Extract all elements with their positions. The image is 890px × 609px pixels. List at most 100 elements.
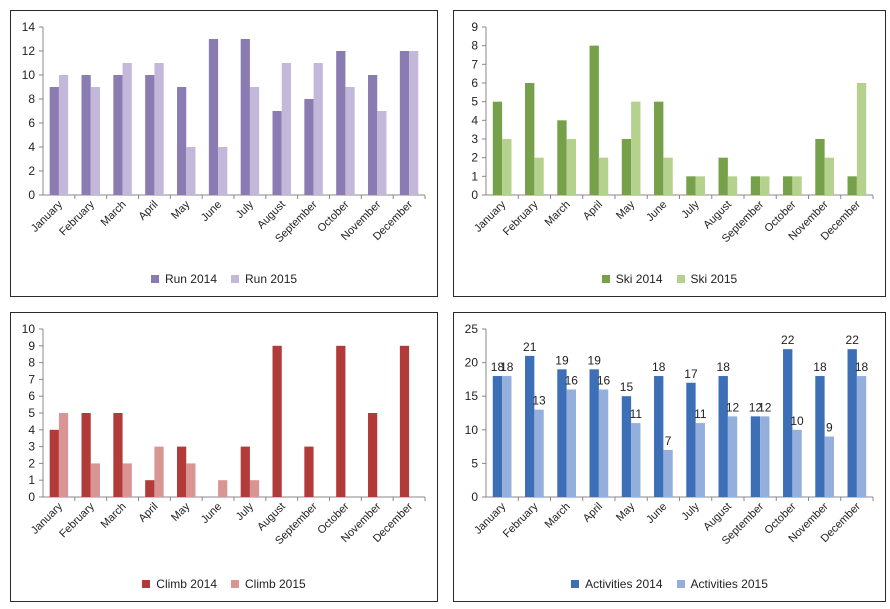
bar-run-2015-april [154, 63, 164, 195]
bar-activities-2015-august [727, 416, 738, 497]
bar-ski-2014-october [783, 176, 793, 195]
bar-run-2015-august [281, 63, 291, 195]
x-tick-label: February [501, 500, 541, 540]
y-tick-label: 2 [28, 456, 35, 470]
bar-climb-2015-april [154, 446, 164, 497]
run-chart-legend: Run 2014 Run 2015 [11, 272, 437, 286]
x-tick-label: April [581, 501, 605, 525]
bar-activities-2015-may [631, 423, 641, 497]
legend-item-run-2014: Run 2014 [150, 272, 217, 286]
x-tick-label: February [57, 500, 97, 540]
legend-label: Ski 2014 [615, 272, 663, 286]
bar-activities-2014-october [783, 349, 793, 497]
bar-climb-2014-december [399, 345, 410, 497]
legend-item-climb-2014: Climb 2014 [142, 577, 217, 591]
bar-climb-2014-october [336, 345, 346, 497]
legend-label: Ski 2015 [690, 272, 738, 286]
x-tick-label: May [614, 198, 638, 222]
legend-swatch [142, 580, 151, 588]
bar-run-2015-march [122, 63, 132, 195]
bar-activities-2014-november [815, 376, 825, 497]
bar-ski-2014-march [557, 120, 567, 195]
bar-run-2014-october [336, 51, 346, 195]
y-tick-label: 12 [22, 44, 36, 58]
bar-run-2015-november [377, 111, 387, 195]
ski-chart-legend: Ski 2014 Ski 2015 [454, 272, 885, 286]
bar-run-2015-december [409, 51, 419, 195]
x-tick-label: March [543, 199, 573, 229]
y-tick-label: 10 [22, 322, 36, 336]
legend-item-climb-2015: Climb 2015 [231, 577, 306, 591]
y-tick-label: 25 [465, 322, 479, 336]
bar-activities-2015-october [792, 429, 802, 497]
bar-run-2015-september [313, 63, 323, 195]
bar-climb-2015-july [249, 480, 260, 497]
bar-run-2014-january [49, 87, 59, 195]
x-tick-label: May [169, 500, 193, 524]
bar-activities-2014-march [557, 369, 567, 497]
climb-chart-legend: Climb 2014 Climb 2015 [11, 577, 437, 591]
data-label-activities-2014-april: 19 [588, 353, 602, 367]
legend-swatch [150, 275, 159, 283]
legend-item-run-2015: Run 2015 [231, 272, 297, 286]
data-label-activities-2014-january: 18 [491, 360, 505, 374]
bar-activities-2014-august [718, 376, 728, 497]
bar-activities-2015-january [502, 376, 512, 497]
bar-run-2014-december [399, 51, 410, 195]
bar-run-2014-february [81, 75, 91, 195]
bar-ski-2015-october [792, 176, 802, 195]
data-label-activities-2014-september: 12 [749, 400, 763, 414]
y-tick-label: 5 [471, 456, 478, 470]
bar-ski-2014-april [589, 45, 599, 195]
legend-label: Climb 2015 [245, 577, 306, 591]
x-tick-label: June [199, 199, 224, 224]
y-tick-label: 2 [471, 151, 478, 165]
bar-ski-2015-may [631, 101, 641, 195]
bar-ski-2014-may [621, 139, 632, 195]
y-tick-label: 2 [28, 164, 35, 178]
bar-run-2014-august [272, 111, 282, 195]
bar-run-2014-july [240, 39, 250, 195]
x-tick-label: July [679, 500, 702, 523]
y-tick-label: 7 [471, 57, 478, 71]
bar-activities-2014-may [621, 396, 632, 497]
y-tick-label: 14 [22, 20, 36, 34]
y-tick-label: 8 [471, 39, 478, 53]
data-label-activities-2014-august: 18 [717, 360, 731, 374]
x-tick-label: March [99, 199, 129, 229]
legend-swatch [231, 275, 239, 283]
bar-activities-2014-june [654, 376, 664, 497]
y-tick-label: 8 [28, 356, 35, 370]
bar-ski-2015-april [598, 157, 609, 195]
bar-ski-2014-november [815, 139, 825, 195]
bar-ski-2014-february [525, 83, 535, 195]
bar-climb-2014-july [240, 446, 250, 497]
bar-climb-2015-january [58, 413, 69, 497]
bar-ski-2015-january [502, 139, 512, 195]
bar-ski-2015-july [695, 176, 705, 195]
y-tick-label: 0 [471, 490, 478, 504]
y-tick-label: 9 [28, 339, 35, 353]
bar-ski-2015-december [856, 83, 867, 195]
y-tick-label: 10 [465, 423, 479, 437]
bar-climb-2014-march [113, 413, 123, 497]
bar-climb-2014-november [368, 413, 378, 497]
activities-chart-panel: 0 5 10 15 20 25 18 18 January 21 13 February 19 16 Mar… [453, 312, 886, 602]
data-label-activities-2015-august: 12 [726, 400, 740, 414]
bar-climb-2015-june [218, 480, 228, 497]
bar-ski-2014-september [750, 176, 761, 195]
bar-run-2014-november [368, 75, 378, 195]
bar-run-2015-june [218, 147, 228, 195]
x-tick-label: March [99, 501, 129, 531]
y-tick-label: 1 [471, 169, 478, 183]
bar-activities-2014-july [686, 382, 696, 497]
data-label-activities-2015-september: 12 [758, 400, 772, 414]
data-label-activities-2015-february: 13 [532, 394, 546, 408]
bar-ski-2015-august [727, 176, 738, 195]
legend-swatch [231, 580, 239, 588]
y-tick-label: 0 [471, 188, 478, 202]
bar-ski-2014-january [492, 101, 503, 195]
data-label-activities-2015-may: 11 [630, 407, 643, 421]
y-tick-label: 1 [28, 473, 35, 487]
